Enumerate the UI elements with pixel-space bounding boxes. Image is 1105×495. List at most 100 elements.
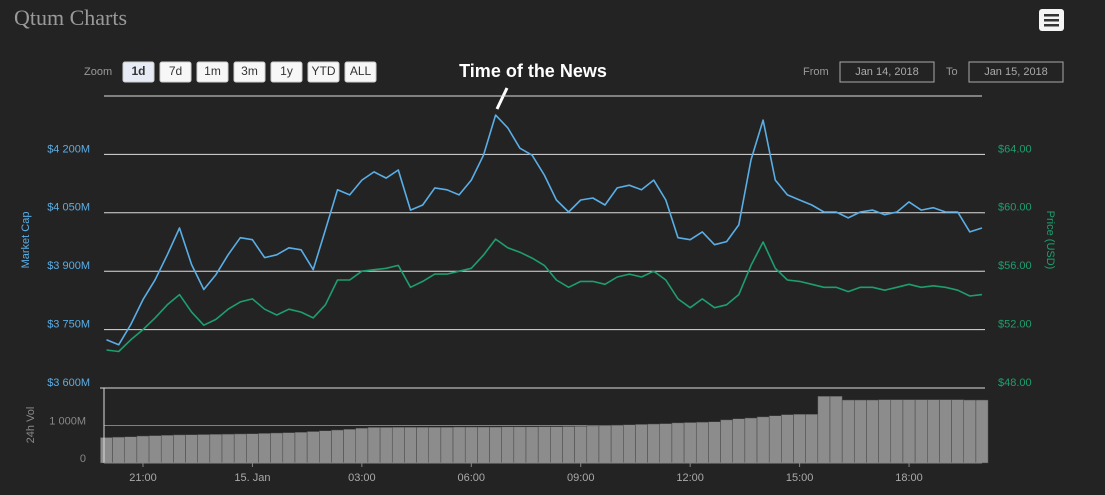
volume-bar [598,425,612,464]
volume-bar [744,417,758,464]
y-tick-label: $3 750M [47,319,90,331]
volume-bar [367,427,381,464]
volume-bar [623,424,636,464]
to-input[interactable] [968,61,1064,83]
volume-bar [404,426,417,464]
volume-bar [793,414,806,464]
zoom-button-label[interactable]: YTD [312,64,336,78]
volume-bar [914,399,928,464]
zoom-button[interactable] [159,61,192,83]
volume-bar [270,432,284,464]
volume-bar [659,423,673,464]
volume-bar [258,433,271,464]
volume-bar [355,427,369,464]
y-tick-label: $4 050M [47,202,90,214]
volume-bar [173,434,186,464]
volume-bar [562,426,575,464]
volume-bar [720,419,733,464]
volume-bar [501,426,515,464]
zoom-button[interactable] [122,61,155,83]
volume-bar [343,429,357,464]
volume-bar [440,426,454,464]
volume-bar [477,426,490,464]
y2-axis-title: Price (USD) [1044,211,1056,270]
volume-bar [574,426,588,464]
x-tick-label: 15:00 [786,472,814,484]
zoom-button-label[interactable]: 1y [280,64,293,78]
volume-bar [951,399,965,464]
menu-bar [1044,14,1059,17]
x-tick-label: 09:00 [567,472,595,484]
y2-tick-label: $56.00 [998,260,1032,272]
volume-bar [902,399,916,464]
zoom-button-label[interactable]: ALL [350,64,372,78]
y2-tick-label: $52.00 [998,319,1032,331]
y-tick-label: $4 200M [47,143,90,155]
menu-button[interactable] [1039,9,1064,31]
volume-bar [805,414,819,464]
volume-bar [306,431,320,464]
volume-bar [841,399,855,464]
volume-bar [550,426,563,464]
volume-bar [464,426,478,464]
volume-bar [939,399,952,464]
volume-bar [489,426,502,464]
volume-bar [112,436,126,464]
volume-bar [732,418,746,464]
zoom-button[interactable] [196,61,229,83]
volume-bar [525,426,539,464]
volume-bar [331,429,344,464]
annotation: Time of the News [459,61,607,81]
volume-bar [452,426,466,464]
volume-bar [160,435,174,464]
from-label: From [803,66,829,78]
volume-bar [635,424,648,464]
volume-bar [756,416,770,464]
volume-bar [927,399,940,464]
volume-bar [209,434,223,464]
zoom-label: Zoom [84,66,112,78]
zoom-button-label[interactable]: 7d [169,64,182,78]
menu-bar [1044,24,1059,27]
volume-bar [282,432,296,464]
zoom-button[interactable] [307,61,340,83]
page-title: Qtum Charts [14,5,127,30]
y2-tick-label: $60.00 [998,202,1032,214]
to-date[interactable]: Jan 15, 2018 [984,66,1048,78]
volume-bar [537,426,551,464]
zoom-button[interactable] [270,61,303,83]
from-date[interactable]: Jan 14, 2018 [855,66,919,78]
volume-bar [878,399,892,464]
zoom-button[interactable] [233,61,266,83]
annotation-arrow [495,87,509,110]
volume-bar [781,414,794,464]
volume-bar [246,433,259,464]
zoom-button-label[interactable]: 1m [204,64,221,78]
volume-bar [233,433,247,464]
volume-bar [185,434,198,464]
zoom-button[interactable] [344,61,377,83]
volume-bar [854,399,867,464]
zoom-button-label[interactable]: 3m [241,64,258,78]
x-tick-label: 06:00 [458,472,486,484]
vol-tick-label: 0 [80,453,86,465]
volume-bar [586,425,600,464]
volume-bar [513,426,527,464]
zoom-button-label[interactable]: 1d [131,64,145,78]
volume-bar [100,437,113,464]
price-line [106,114,983,346]
y-tick-label: $3 600M [47,377,90,389]
volume-bar [610,424,624,464]
volume-bar [124,436,138,464]
volume-bar [416,426,429,464]
y-tick-label: $3 900M [47,260,90,272]
volume-bar [768,415,782,464]
volume-bar [221,433,235,464]
volume-bar [148,435,162,464]
volume-bar [708,421,721,464]
from-input[interactable] [839,61,935,83]
vol-axis-title: 24h Vol [25,407,37,444]
volume-bar [294,432,308,464]
